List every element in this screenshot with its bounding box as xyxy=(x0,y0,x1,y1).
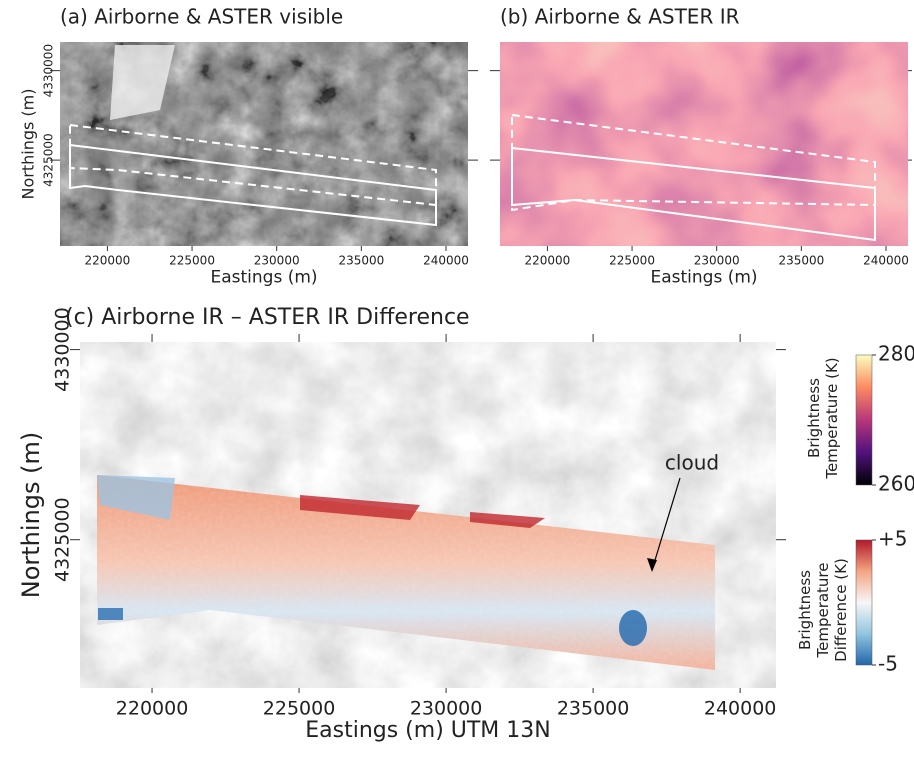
x-tick-label: 220000 xyxy=(524,253,570,267)
difference-image xyxy=(80,342,776,688)
colorbar-tick-label: 280 xyxy=(878,342,914,366)
x-tick-label: 240000 xyxy=(423,253,469,267)
x-axis-label: Eastings (m) xyxy=(210,267,317,287)
y-axis-label: Northings (m) xyxy=(19,89,38,200)
colorbar-label: Brightness Temperature Difference (K) xyxy=(796,535,850,685)
x-tick-label: 240000 xyxy=(863,253,909,267)
x-tick-label: 235000 xyxy=(557,698,630,720)
ir-image xyxy=(500,42,908,246)
x-tick-label: 230000 xyxy=(694,253,740,267)
y-tick-label: 4330000 xyxy=(42,44,56,97)
colorbar-tick-label: +5 xyxy=(878,527,907,551)
colorbar-label: Brightness Temperature (K) xyxy=(805,343,841,493)
x-tick-label: 220000 xyxy=(116,698,189,720)
y-tick-label: 4325000 xyxy=(42,133,56,186)
panel-title: (a) Airborne & ASTER visible xyxy=(60,5,343,29)
panel-title: (b) Airborne & ASTER IR xyxy=(500,5,740,29)
x-axis-label: Eastings (m) UTM 13N xyxy=(305,718,551,743)
colorbar xyxy=(856,355,872,485)
colorbar xyxy=(856,540,872,665)
x-tick-label: 235000 xyxy=(338,253,384,267)
x-axis-label: Eastings (m) xyxy=(650,267,757,287)
x-tick-label: 230000 xyxy=(410,698,483,720)
y-tick-label: 4325000 xyxy=(51,497,73,582)
x-tick-label: 235000 xyxy=(778,253,824,267)
chart: (a) Airborne & ASTER visible 220000 225000… xyxy=(0,0,914,761)
x-tick-label: 225000 xyxy=(609,253,655,267)
colorbar-tick-label: -5 xyxy=(878,652,898,676)
annotation: cloud xyxy=(665,451,719,475)
x-tick-label: 225000 xyxy=(169,253,215,267)
x-tick-label: 225000 xyxy=(263,698,336,720)
x-tick-label: 230000 xyxy=(254,253,300,267)
panel-title: (c) Airborne IR – ASTER IR Difference xyxy=(65,305,470,330)
figure: (a) Airborne & ASTER visible 220000 225000… xyxy=(0,0,914,761)
x-tick-label: 240000 xyxy=(704,698,777,720)
colorbar-tick-label: 260 xyxy=(878,472,914,496)
x-tick-label: 220000 xyxy=(84,253,130,267)
y-axis-label: Northings (m) xyxy=(17,432,45,598)
y-tick-label: 4330000 xyxy=(51,307,73,392)
visible-image xyxy=(60,42,468,246)
